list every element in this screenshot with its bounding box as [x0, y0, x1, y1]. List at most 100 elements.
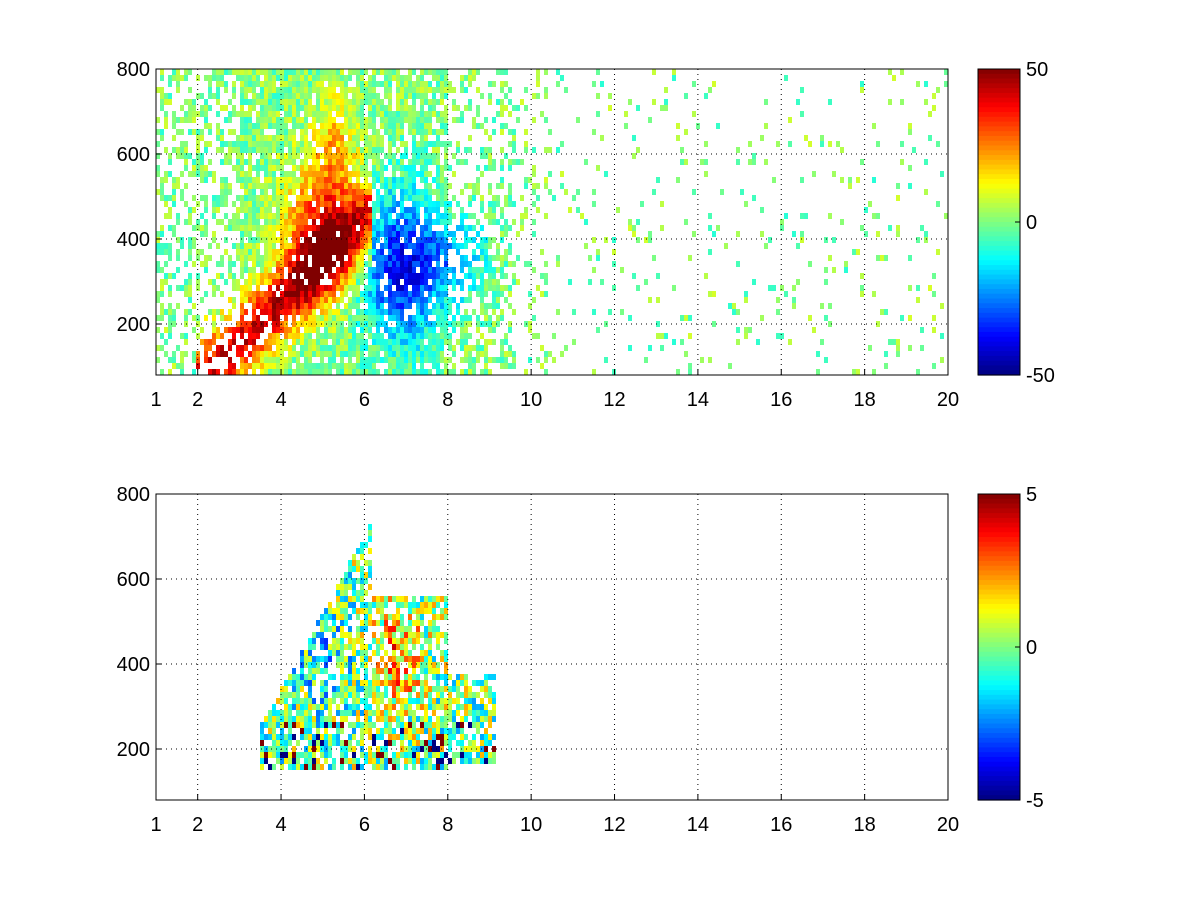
heatmap-cell: [316, 734, 320, 740]
heatmap-cell: [504, 105, 508, 111]
heatmap-cell: [292, 105, 296, 111]
heatmap-cell: [308, 243, 312, 249]
heatmap-cell: [328, 111, 332, 117]
heatmap-cell: [340, 237, 344, 243]
heatmap-cell: [268, 69, 272, 75]
heatmap-cell: [284, 704, 288, 710]
heatmap-cell: [372, 219, 376, 225]
heatmap-cell: [344, 219, 348, 225]
heatmap-cell: [328, 614, 332, 620]
heatmap-cell: [436, 207, 440, 213]
heatmap-cell: [168, 225, 172, 231]
heatmap-cell: [596, 249, 600, 255]
heatmap-cell: [348, 219, 352, 225]
heatmap-cell: [324, 249, 328, 255]
heatmap-cell: [324, 135, 328, 141]
heatmap-cell: [360, 728, 364, 734]
heatmap-cell: [292, 249, 296, 255]
heatmap-cell: [440, 351, 444, 357]
heatmap-cell: [736, 309, 740, 315]
heatmap-cell: [448, 686, 452, 692]
y-tick-label: 800: [117, 59, 150, 81]
heatmap-cell: [428, 141, 432, 147]
heatmap-cell: [712, 231, 716, 237]
heatmap-cell: [580, 213, 584, 219]
heatmap-cell: [300, 201, 304, 207]
heatmap-cell: [472, 716, 476, 722]
heatmap-cell: [512, 159, 516, 165]
heatmap-cell: [320, 273, 324, 279]
heatmap-cell: [268, 75, 272, 81]
heatmap-cell: [368, 644, 372, 650]
heatmap-cell: [464, 698, 468, 704]
heatmap-cell: [312, 255, 316, 261]
heatmap-cell: [684, 159, 688, 165]
heatmap-cell: [292, 237, 296, 243]
heatmap-cell: [180, 75, 184, 81]
heatmap-cell: [504, 231, 508, 237]
heatmap-cell: [340, 249, 344, 255]
heatmap-cell: [332, 351, 336, 357]
heatmap-cell: [460, 722, 464, 728]
heatmap-cell: [520, 225, 524, 231]
heatmap-cell: [348, 740, 352, 746]
heatmap-cell: [276, 309, 280, 315]
heatmap-cell: [312, 638, 316, 644]
heatmap-cell: [296, 81, 300, 87]
x-tick-label: 1: [150, 814, 161, 836]
heatmap-cell: [908, 345, 912, 351]
heatmap-cell: [312, 147, 316, 153]
heatmap-cell: [288, 177, 292, 183]
heatmap-cell: [448, 201, 452, 207]
heatmap-cell: [264, 87, 268, 93]
heatmap-cell: [352, 261, 356, 267]
heatmap-cell: [396, 333, 400, 339]
heatmap-cell: [268, 273, 272, 279]
heatmap-cell: [360, 297, 364, 303]
heatmap-cell: [476, 285, 480, 291]
heatmap-cell: [408, 686, 412, 692]
heatmap-cell: [292, 147, 296, 153]
heatmap-cell: [444, 237, 448, 243]
heatmap-cell: [268, 165, 272, 171]
heatmap-cell: [432, 626, 436, 632]
heatmap-cell: [428, 632, 432, 638]
heatmap-cell: [488, 674, 492, 680]
heatmap-cell: [296, 363, 300, 369]
heatmap-cell: [372, 357, 376, 363]
heatmap-cell: [424, 722, 428, 728]
heatmap-cell: [800, 237, 804, 243]
heatmap-cell: [432, 722, 436, 728]
heatmap-cell: [312, 69, 316, 75]
heatmap-cell: [452, 237, 456, 243]
heatmap-cell: [320, 201, 324, 207]
heatmap-cell: [384, 69, 388, 75]
heatmap-cell: [160, 69, 164, 75]
heatmap-cell: [356, 596, 360, 602]
heatmap-cell: [420, 75, 424, 81]
heatmap-cell: [368, 351, 372, 357]
heatmap-cell: [232, 93, 236, 99]
heatmap-cell: [180, 195, 184, 201]
heatmap-cell: [472, 309, 476, 315]
heatmap-cell: [344, 632, 348, 638]
heatmap-cell: [272, 93, 276, 99]
heatmap-cell: [296, 93, 300, 99]
heatmap-cell: [336, 309, 340, 315]
heatmap-cell: [460, 261, 464, 267]
heatmap-cell: [220, 177, 224, 183]
heatmap-cell: [344, 123, 348, 129]
heatmap-cell: [312, 740, 316, 746]
heatmap-cell: [456, 728, 460, 734]
heatmap-cell: [308, 357, 312, 363]
heatmap-cell: [304, 758, 308, 764]
heatmap-cell: [184, 351, 188, 357]
heatmap-cell: [480, 237, 484, 243]
heatmap-cell: [364, 129, 368, 135]
heatmap-cell: [428, 171, 432, 177]
heatmap-cell: [360, 99, 364, 105]
heatmap-cell: [448, 141, 452, 147]
heatmap-cell: [268, 177, 272, 183]
heatmap-cell: [392, 189, 396, 195]
heatmap-cell: [272, 159, 276, 165]
